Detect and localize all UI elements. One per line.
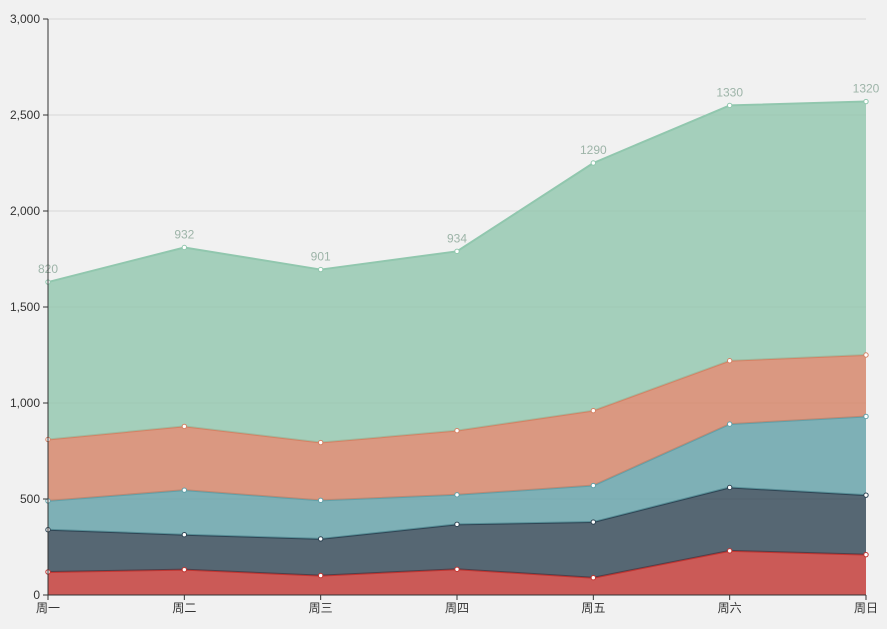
data-point-series-salmon[interactable]	[863, 352, 869, 358]
data-point-series-red[interactable]	[181, 566, 188, 573]
data-point-series-navy[interactable]	[590, 519, 597, 525]
y-tick-label: 2,000	[10, 204, 40, 218]
data-point-series-salmon[interactable]	[590, 407, 597, 414]
data-point-series-salmon[interactable]	[181, 423, 188, 430]
data-point-series-teal[interactable]	[454, 492, 460, 498]
data-point-series-red[interactable]	[454, 566, 460, 572]
point-label: 934	[447, 231, 467, 245]
data-point-series-green[interactable]	[181, 244, 188, 251]
data-point-series-teal[interactable]	[863, 413, 869, 420]
data-point-series-teal[interactable]	[181, 487, 188, 493]
point-label: 901	[311, 250, 331, 264]
area-band-series-navy[interactable]	[48, 487, 866, 578]
area-band-series-red[interactable]	[48, 550, 866, 595]
y-tick-label: 500	[20, 492, 40, 506]
data-point-series-navy[interactable]	[317, 536, 324, 542]
data-point-series-red[interactable]	[590, 575, 597, 581]
y-tick-label: 3,000	[10, 12, 40, 26]
data-point-series-green[interactable]	[726, 102, 733, 109]
x-tick-label: 周日	[854, 601, 878, 615]
y-tick-label: 0	[33, 588, 40, 602]
x-tick-label: 周三	[309, 601, 333, 615]
y-tick-label: 1,000	[10, 396, 40, 410]
data-point-series-green[interactable]	[317, 266, 324, 273]
data-point-series-red[interactable]	[726, 548, 733, 554]
data-point-series-navy[interactable]	[863, 492, 869, 498]
data-point-series-navy[interactable]	[726, 484, 733, 491]
data-point-series-teal[interactable]	[590, 482, 597, 489]
y-tick-label: 2,500	[10, 108, 40, 122]
data-point-series-green[interactable]	[590, 160, 597, 166]
x-tick-label: 周五	[581, 601, 605, 615]
data-point-series-red[interactable]	[317, 572, 324, 579]
y-tick-label: 1,500	[10, 300, 40, 314]
point-label: 1320	[853, 82, 880, 96]
area-band-series-green[interactable]	[48, 101, 866, 443]
x-tick-label: 周二	[172, 601, 196, 615]
data-point-series-green[interactable]	[863, 98, 869, 105]
point-label: 1290	[580, 143, 607, 157]
area-band-series-teal[interactable]	[48, 416, 866, 539]
data-point-series-salmon[interactable]	[454, 427, 460, 434]
x-tick-label: 周六	[718, 601, 742, 615]
data-point-series-navy[interactable]	[181, 532, 188, 538]
area-band-series-salmon[interactable]	[48, 355, 866, 501]
point-label: 1330	[716, 85, 743, 99]
data-point-series-salmon[interactable]	[726, 358, 733, 364]
x-tick-label: 周一	[36, 601, 60, 615]
data-point-series-red[interactable]	[863, 551, 869, 558]
data-point-series-navy[interactable]	[454, 521, 460, 528]
data-point-series-teal[interactable]	[317, 497, 324, 504]
data-point-series-green[interactable]	[454, 248, 460, 255]
data-point-series-salmon[interactable]	[317, 439, 324, 446]
data-point-series-teal[interactable]	[726, 421, 733, 427]
x-tick-label: 周四	[445, 601, 469, 615]
point-label: 932	[174, 227, 194, 241]
